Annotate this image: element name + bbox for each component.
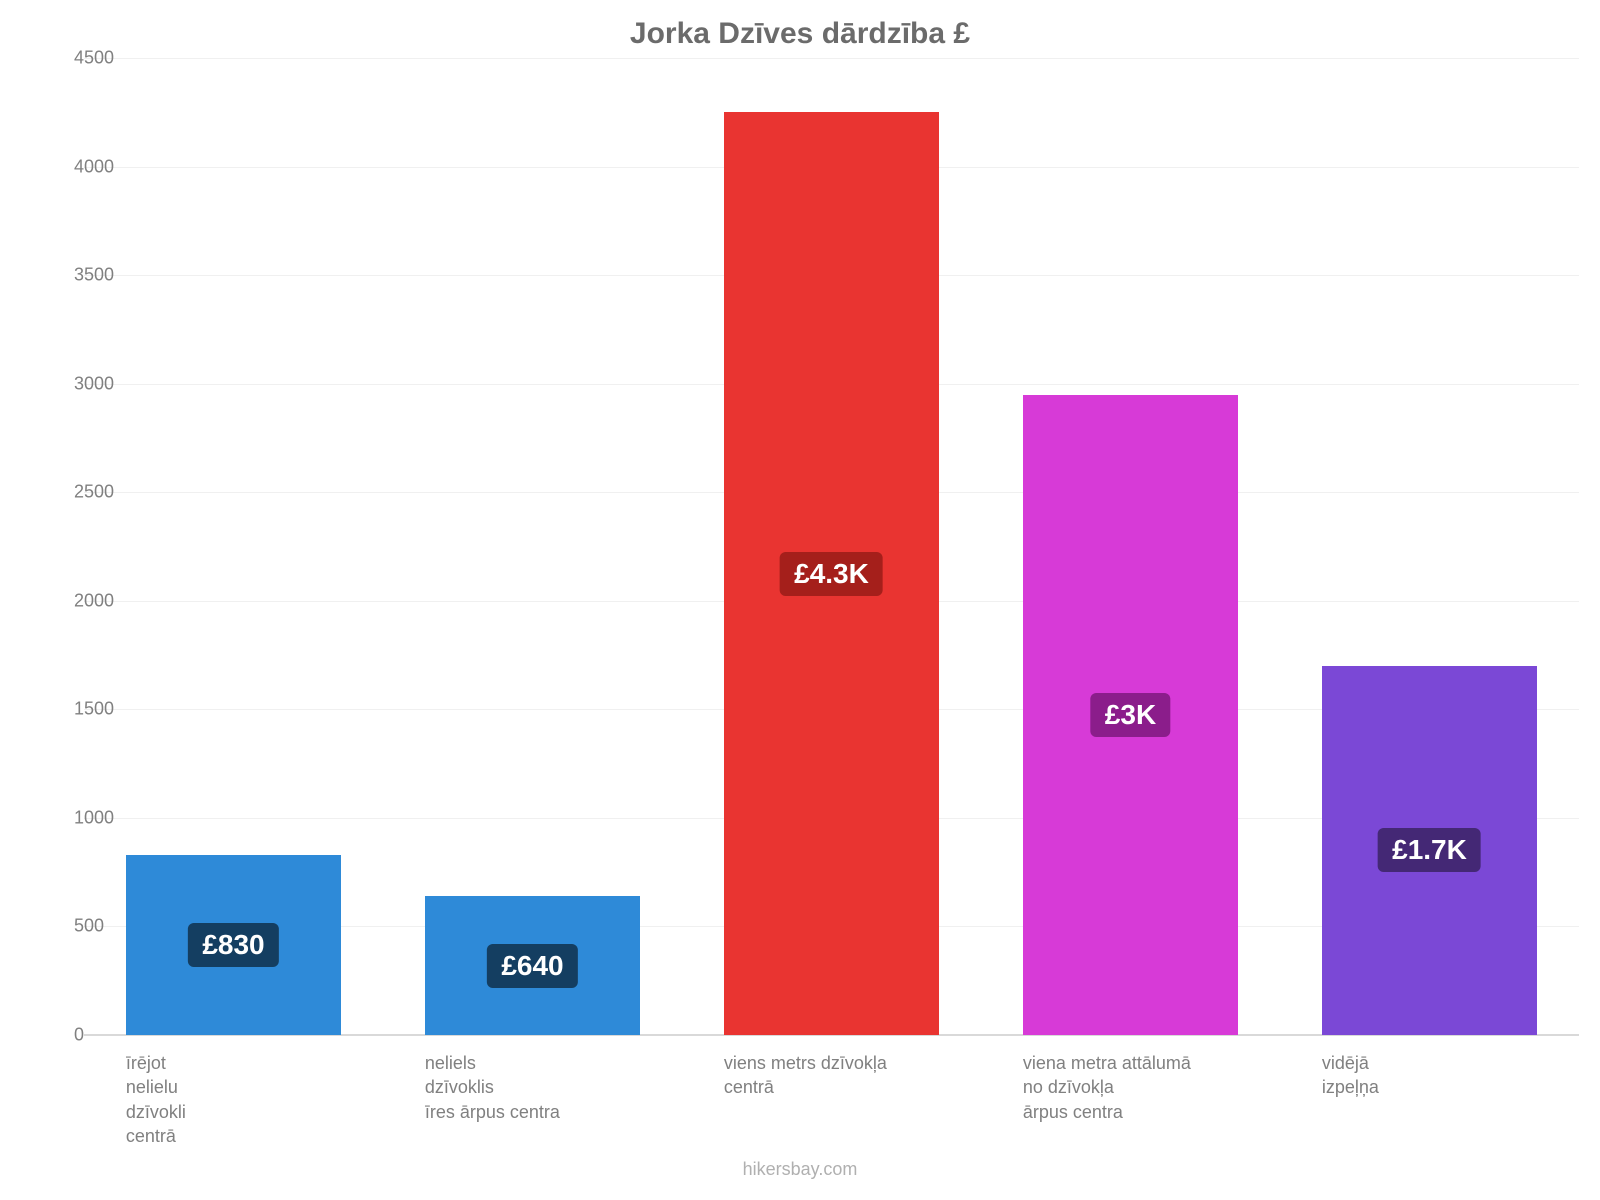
gridline [84, 58, 1579, 59]
value-badge: £640 [487, 944, 577, 988]
x-axis-category-label: vidējā izpeļņa [1322, 1051, 1537, 1100]
bar: £830 [126, 855, 341, 1035]
bar: £3K [1023, 395, 1238, 1035]
chart-footer: hikersbay.com [0, 1159, 1600, 1180]
x-axis-category-label: īrējot nelielu dzīvokli centrā [126, 1051, 341, 1148]
chart-container: Jorka Dzīves dārdzība £ 0500100015002000… [0, 0, 1600, 1200]
x-axis-category-label: viena metra attālumā no dzīvokļa ārpus c… [1023, 1051, 1238, 1124]
bar: £640 [425, 896, 640, 1035]
value-badge: £830 [188, 923, 278, 967]
bar: £4.3K [724, 112, 939, 1035]
value-badge: £4.3K [780, 552, 883, 596]
value-badge: £3K [1091, 693, 1170, 737]
value-badge: £1.7K [1378, 828, 1481, 872]
chart-title: Jorka Dzīves dārdzība £ [0, 17, 1600, 51]
bar: £1.7K [1322, 666, 1537, 1035]
x-axis-category-label: viens metrs dzīvokļa centrā [724, 1051, 939, 1100]
plot-area: 050010001500200025003000350040004500£830… [84, 58, 1579, 1035]
x-axis-category-label: neliels dzīvoklis īres ārpus centra [425, 1051, 640, 1124]
